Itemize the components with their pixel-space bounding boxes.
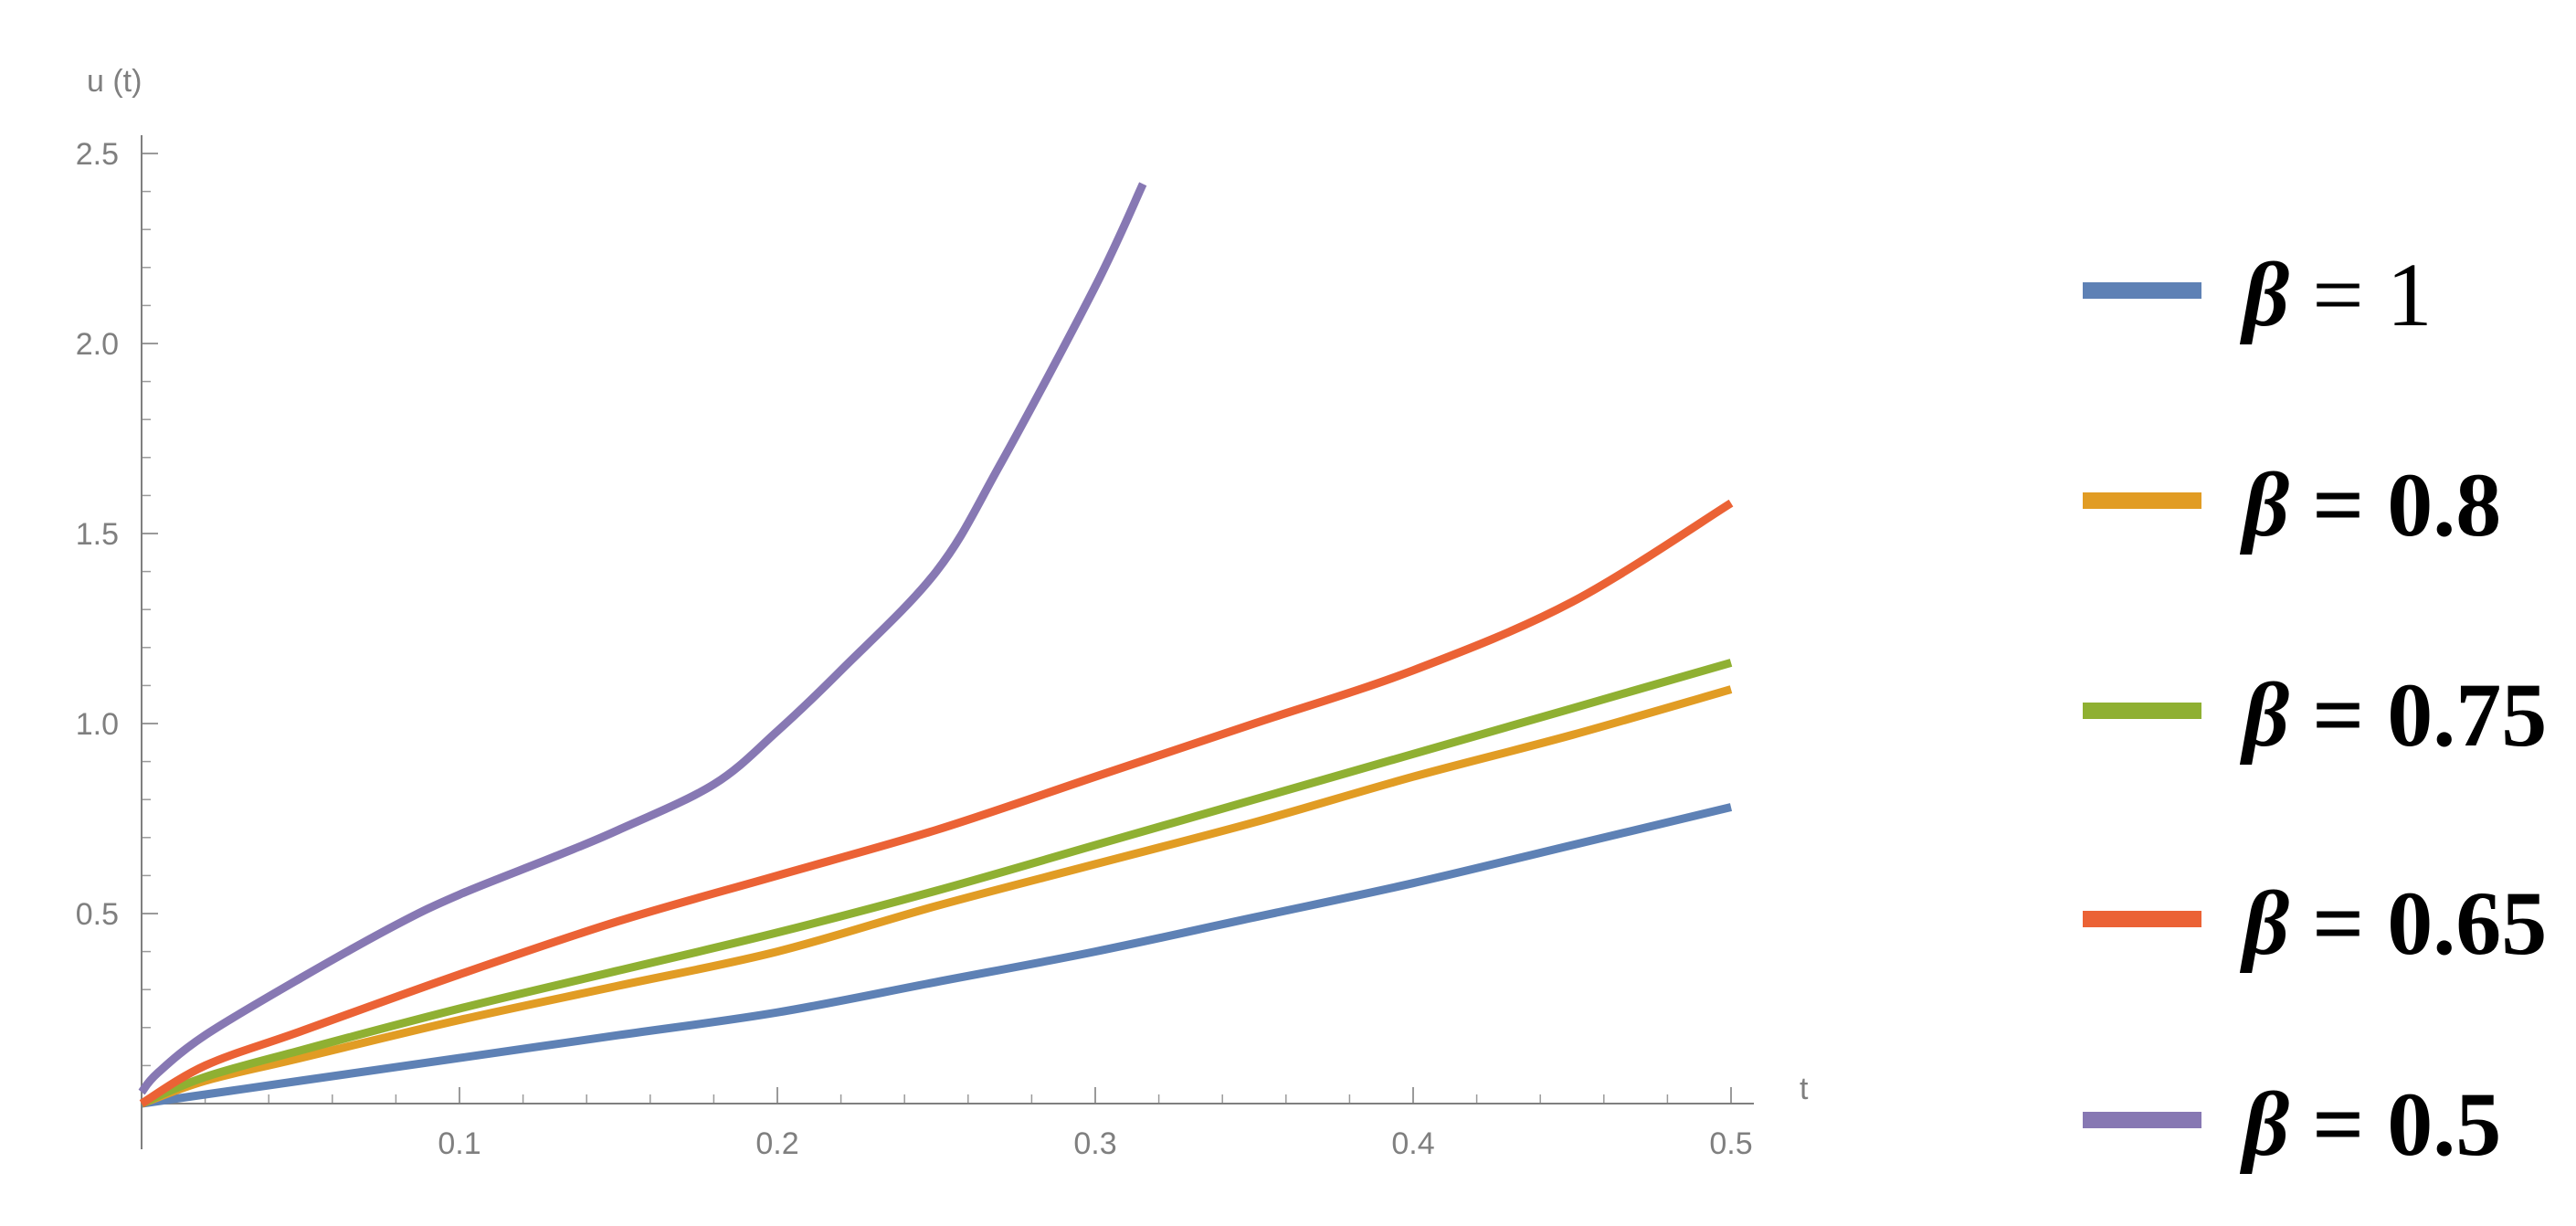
x-tick-label: 0.4	[1391, 1126, 1434, 1161]
legend-label: β = 0.5	[2239, 1073, 2501, 1175]
x-tick-label: 0.2	[755, 1126, 798, 1161]
tick-labels: 0.1 0.2 0.3 0.4 0.5 0.5 1.0 1.5 2.0 2.5	[76, 137, 1753, 1161]
y-axis-label: u (t)	[87, 64, 142, 99]
legend-label: β = 0.65	[2239, 872, 2547, 974]
axis-ticks	[142, 153, 1732, 1104]
legend-label: β = 1	[2239, 244, 2433, 345]
x-tick-label: 0.3	[1073, 1126, 1116, 1161]
series-lines	[138, 182, 1734, 1108]
x-tick-label: 0.5	[1709, 1126, 1752, 1161]
y-tick-label: 2.0	[76, 327, 119, 362]
y-tick-label: 0.5	[76, 897, 119, 932]
series-line	[140, 659, 1733, 1108]
legend-label: β = 0.75	[2239, 664, 2547, 766]
x-axis-label: t	[1800, 1072, 1809, 1106]
y-tick-label: 2.5	[76, 137, 119, 172]
legend: β = 1 β = 0.8 β = 0.75 β = 0.65 β = 0.5	[2083, 244, 2547, 1175]
series-line	[138, 182, 1147, 1095]
y-tick-label: 1.5	[76, 517, 119, 552]
series-line	[141, 803, 1733, 1108]
y-tick-label: 1.0	[76, 707, 119, 742]
x-tick-label: 0.1	[438, 1126, 480, 1161]
plot-area: 0.1 0.2 0.3 0.4 0.5 0.5 1.0 1.5 2.0 2.5 t u (t)	[76, 64, 1809, 1161]
series-line	[139, 499, 1734, 1107]
legend-label: β = 0.8	[2239, 454, 2501, 555]
series-line	[140, 685, 1733, 1108]
